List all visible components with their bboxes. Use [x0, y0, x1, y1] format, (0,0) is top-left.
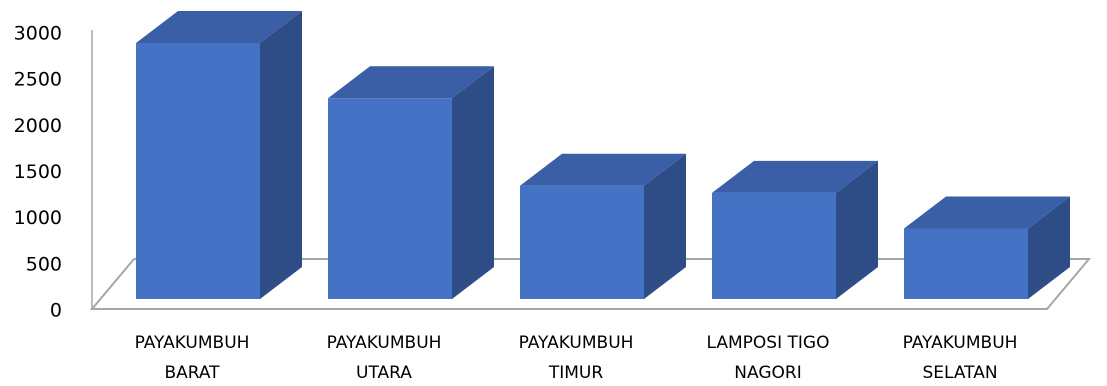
bar-top	[136, 10, 302, 43]
y-tick-label: 1000	[14, 207, 62, 229]
x-category-label: PAYAKUMBUH UTARA	[327, 333, 442, 383]
bar-front	[904, 228, 1028, 299]
x-category-label: PAYAKUMBUH TIMUR	[519, 333, 634, 383]
bar-front	[328, 98, 452, 299]
bar-side	[836, 160, 878, 299]
chart-floor	[89, 30, 1092, 310]
floor-plane	[89, 258, 1092, 310]
bar-side	[1028, 196, 1070, 299]
bar-side	[260, 10, 302, 299]
x-category-label: PAYAKUMBUH SELATAN	[903, 333, 1018, 383]
bar-front	[520, 185, 644, 299]
y-tick-label: 500	[26, 253, 62, 275]
x-category-label: LAMPOSI TIGO NAGORI	[707, 333, 830, 383]
bar	[520, 153, 686, 299]
y-tick-label: 2000	[14, 115, 62, 137]
y-axis-tick-labels: 0 500 1000 1500 2000 2500 3000	[14, 23, 62, 322]
bar-front	[136, 42, 260, 299]
y-tick-label: 1500	[14, 161, 62, 183]
bar-top	[520, 153, 686, 186]
bar-front	[712, 192, 836, 299]
x-axis-category-labels: PAYAKUMBUH BARAT PAYAKUMBUH UTARA PAYAKUMBUH…	[135, 333, 1018, 383]
bar	[136, 10, 302, 299]
y-tick-label: 3000	[14, 23, 62, 45]
y-tick-label: 0	[50, 300, 62, 322]
x-category-label: PAYAKUMBUH BARAT	[135, 333, 250, 383]
bar	[904, 196, 1070, 299]
bar-side	[452, 66, 494, 299]
bar-side	[644, 153, 686, 299]
bar	[328, 66, 494, 299]
bar-top	[712, 160, 878, 193]
bar	[712, 160, 878, 299]
y-tick-label: 2500	[14, 69, 62, 91]
bar-top	[904, 196, 1070, 229]
bars	[136, 10, 1070, 299]
bar-top	[328, 66, 494, 99]
